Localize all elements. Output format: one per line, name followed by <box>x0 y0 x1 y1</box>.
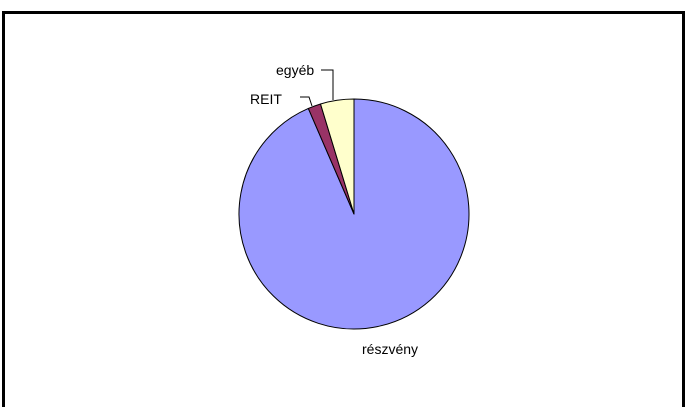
leader-lines <box>300 69 334 107</box>
slice-label-reit: REIT <box>250 91 282 107</box>
pie-slice-egyeb <box>320 98 355 215</box>
leader-line-reit <box>300 96 313 107</box>
slice-label-reszveny: részvény <box>362 341 418 357</box>
leader-line-egyeb <box>321 69 334 100</box>
pie-slices <box>238 98 470 330</box>
slice-labels: részvény REIT egyéb <box>250 62 418 357</box>
slice-label-egyeb: egyéb <box>276 62 314 78</box>
